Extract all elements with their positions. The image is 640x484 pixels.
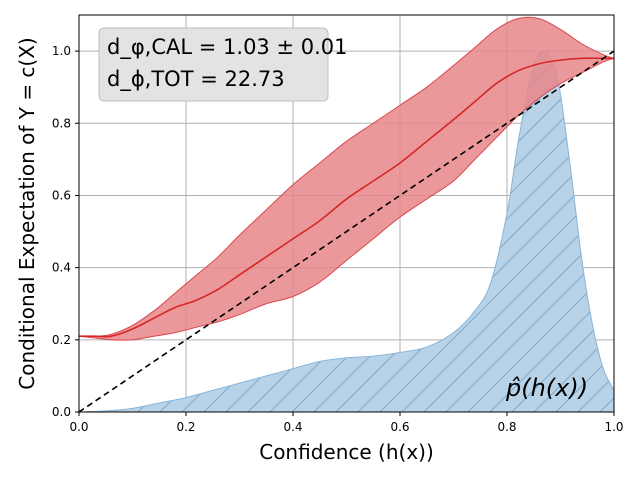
density-hatch	[79, 50, 614, 412]
mean-calibration-line	[79, 57, 614, 338]
y-tick-label: 0.4	[52, 261, 71, 275]
x-tick-label: 0.4	[283, 420, 302, 434]
y-tick-label: 0.8	[52, 116, 71, 130]
x-tick-label: 0.2	[176, 420, 195, 434]
stats-box-background	[98, 27, 329, 102]
stats-tot-text: d_ϕ,TOT = 22.73	[107, 67, 285, 92]
y-tick-label: 0.6	[52, 188, 71, 202]
x-tick-label: 0.8	[497, 420, 516, 434]
density-annotation: p̂(h(x))	[505, 374, 588, 402]
plot-frame	[78, 14, 615, 413]
y-tick-label: 0.2	[52, 333, 71, 347]
x-tick-label: 1.0	[604, 420, 623, 434]
stats-annotation-box: d_φ,CAL = 1.03 ± 0.01 d_ϕ,TOT = 22.73	[98, 27, 348, 102]
y-tick-label: 0.0	[52, 405, 71, 419]
plot-area	[79, 16, 614, 412]
stats-cal-text: d_φ,CAL = 1.03 ± 0.01	[107, 35, 348, 60]
x-axis-label: Confidence (h(x))	[259, 440, 434, 464]
y-tick-label: 1.0	[52, 44, 71, 58]
axis-ticks: 0.0 0.2 0.4 0.6 0.8 1.0 0.0 0.2 0.4 0.6 0.8 1.0	[52, 44, 624, 434]
x-tick-label: 0.0	[69, 420, 88, 434]
y-axis-label: Conditional Expectation of Y = c(X)	[15, 37, 39, 389]
density-outline	[79, 50, 614, 412]
perfect-calibration-diagonal	[79, 50, 614, 412]
x-tick-label: 0.6	[390, 420, 409, 434]
